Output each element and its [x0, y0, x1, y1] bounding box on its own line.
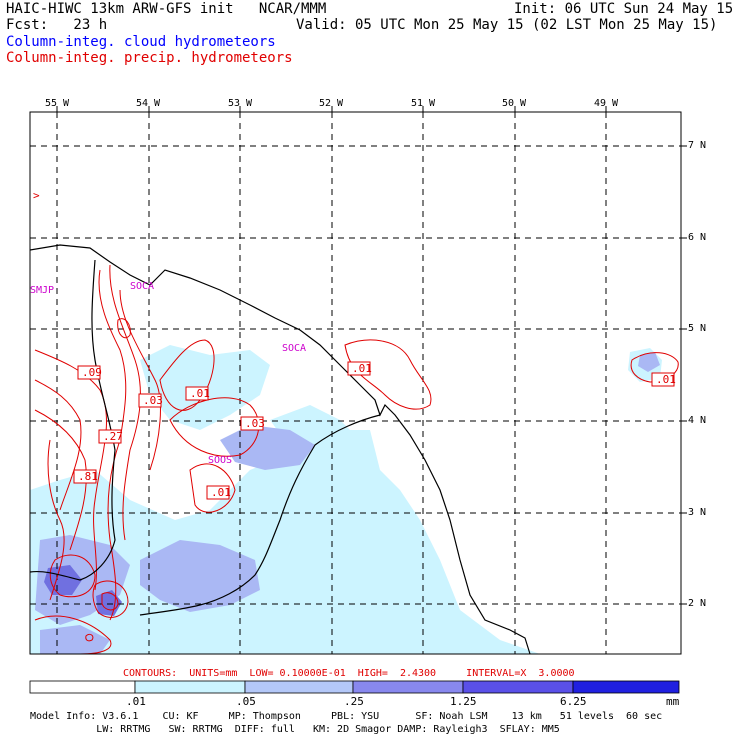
init-time: Init: 06 UTC Sun 24 May 15 — [514, 1, 734, 17]
arrow-mark: > — [33, 189, 40, 202]
contour-label: .09 — [82, 366, 102, 379]
contour-label-boxes — [73, 361, 675, 500]
contour-label: .03 — [245, 417, 265, 430]
station-label-socm: SOCA — [130, 281, 155, 292]
lon-label-53w: 53 W — [228, 98, 253, 109]
title-left: HAIC-HIWC 13km ARW-GFS init NCAR/MMM — [6, 1, 327, 17]
cloud-shading-light — [30, 345, 662, 654]
field-cloud-label: Column-integ. cloud hydrometeors — [6, 34, 276, 50]
contour-label: .03 — [143, 394, 163, 407]
contour-label: .81 — [78, 470, 98, 483]
lat-label-7n: 7 N — [688, 140, 707, 151]
lat-ticks — [681, 145, 687, 605]
colorbar-label: .01 — [126, 695, 146, 708]
contour-label: .01 — [352, 362, 372, 375]
forecast-hour: Fcst: 23 h — [6, 17, 108, 33]
station-label-smjp: SMJP — [30, 285, 55, 296]
colorbar-label: 6.25 — [560, 695, 587, 708]
lon-label-50w: 50 W — [502, 98, 527, 109]
colorbar-units: mm — [666, 695, 680, 708]
lat-label-4n: 4 N — [688, 415, 707, 426]
colorbar-label: .05 — [236, 695, 256, 708]
graticule — [30, 112, 681, 654]
station-label-soca: SOCA — [282, 343, 307, 354]
lon-label-52w: 52 W — [319, 98, 344, 109]
station-label-soos: SOOS — [208, 455, 233, 466]
lon-label-49w: 49 W — [594, 98, 619, 109]
model-info-line1: Model Info: V3.6.1 CU: KF MP: Thompson P… — [30, 711, 663, 722]
lon-ticks — [56, 106, 607, 112]
lon-label-54w: 54 W — [136, 98, 161, 109]
contour-label: .01 — [656, 373, 676, 386]
colorbar-label: 1.25 — [450, 695, 477, 708]
contours-info: CONTOURS: UNITS=mm LOW= 0.10000E-01 HIGH… — [123, 668, 575, 679]
model-info-line2: LW: RRTMG SW: RRTMG DIFF: full KM: 2D Sm… — [30, 724, 560, 735]
lat-label-6n: 6 N — [688, 232, 707, 243]
lat-label-5n: 5 N — [688, 323, 707, 334]
lon-label-55w: 55 W — [45, 98, 70, 109]
field-precip-label: Column-integ. precip. hydrometeors — [6, 50, 293, 66]
contour-label: .27 — [103, 430, 123, 443]
contour-label: .01 — [211, 486, 231, 499]
valid-time: Valid: 05 UTC Mon 25 May 15 (02 LST Mon … — [296, 17, 718, 33]
lat-label-3n: 3 N — [688, 507, 707, 518]
map-frame — [29, 111, 682, 655]
coastline — [30, 244, 531, 654]
lat-label-2n: 2 N — [688, 598, 707, 609]
contour-label: .01 — [190, 387, 210, 400]
colorbar-label: .25 — [344, 695, 364, 708]
lon-label-51w: 51 W — [411, 98, 436, 109]
